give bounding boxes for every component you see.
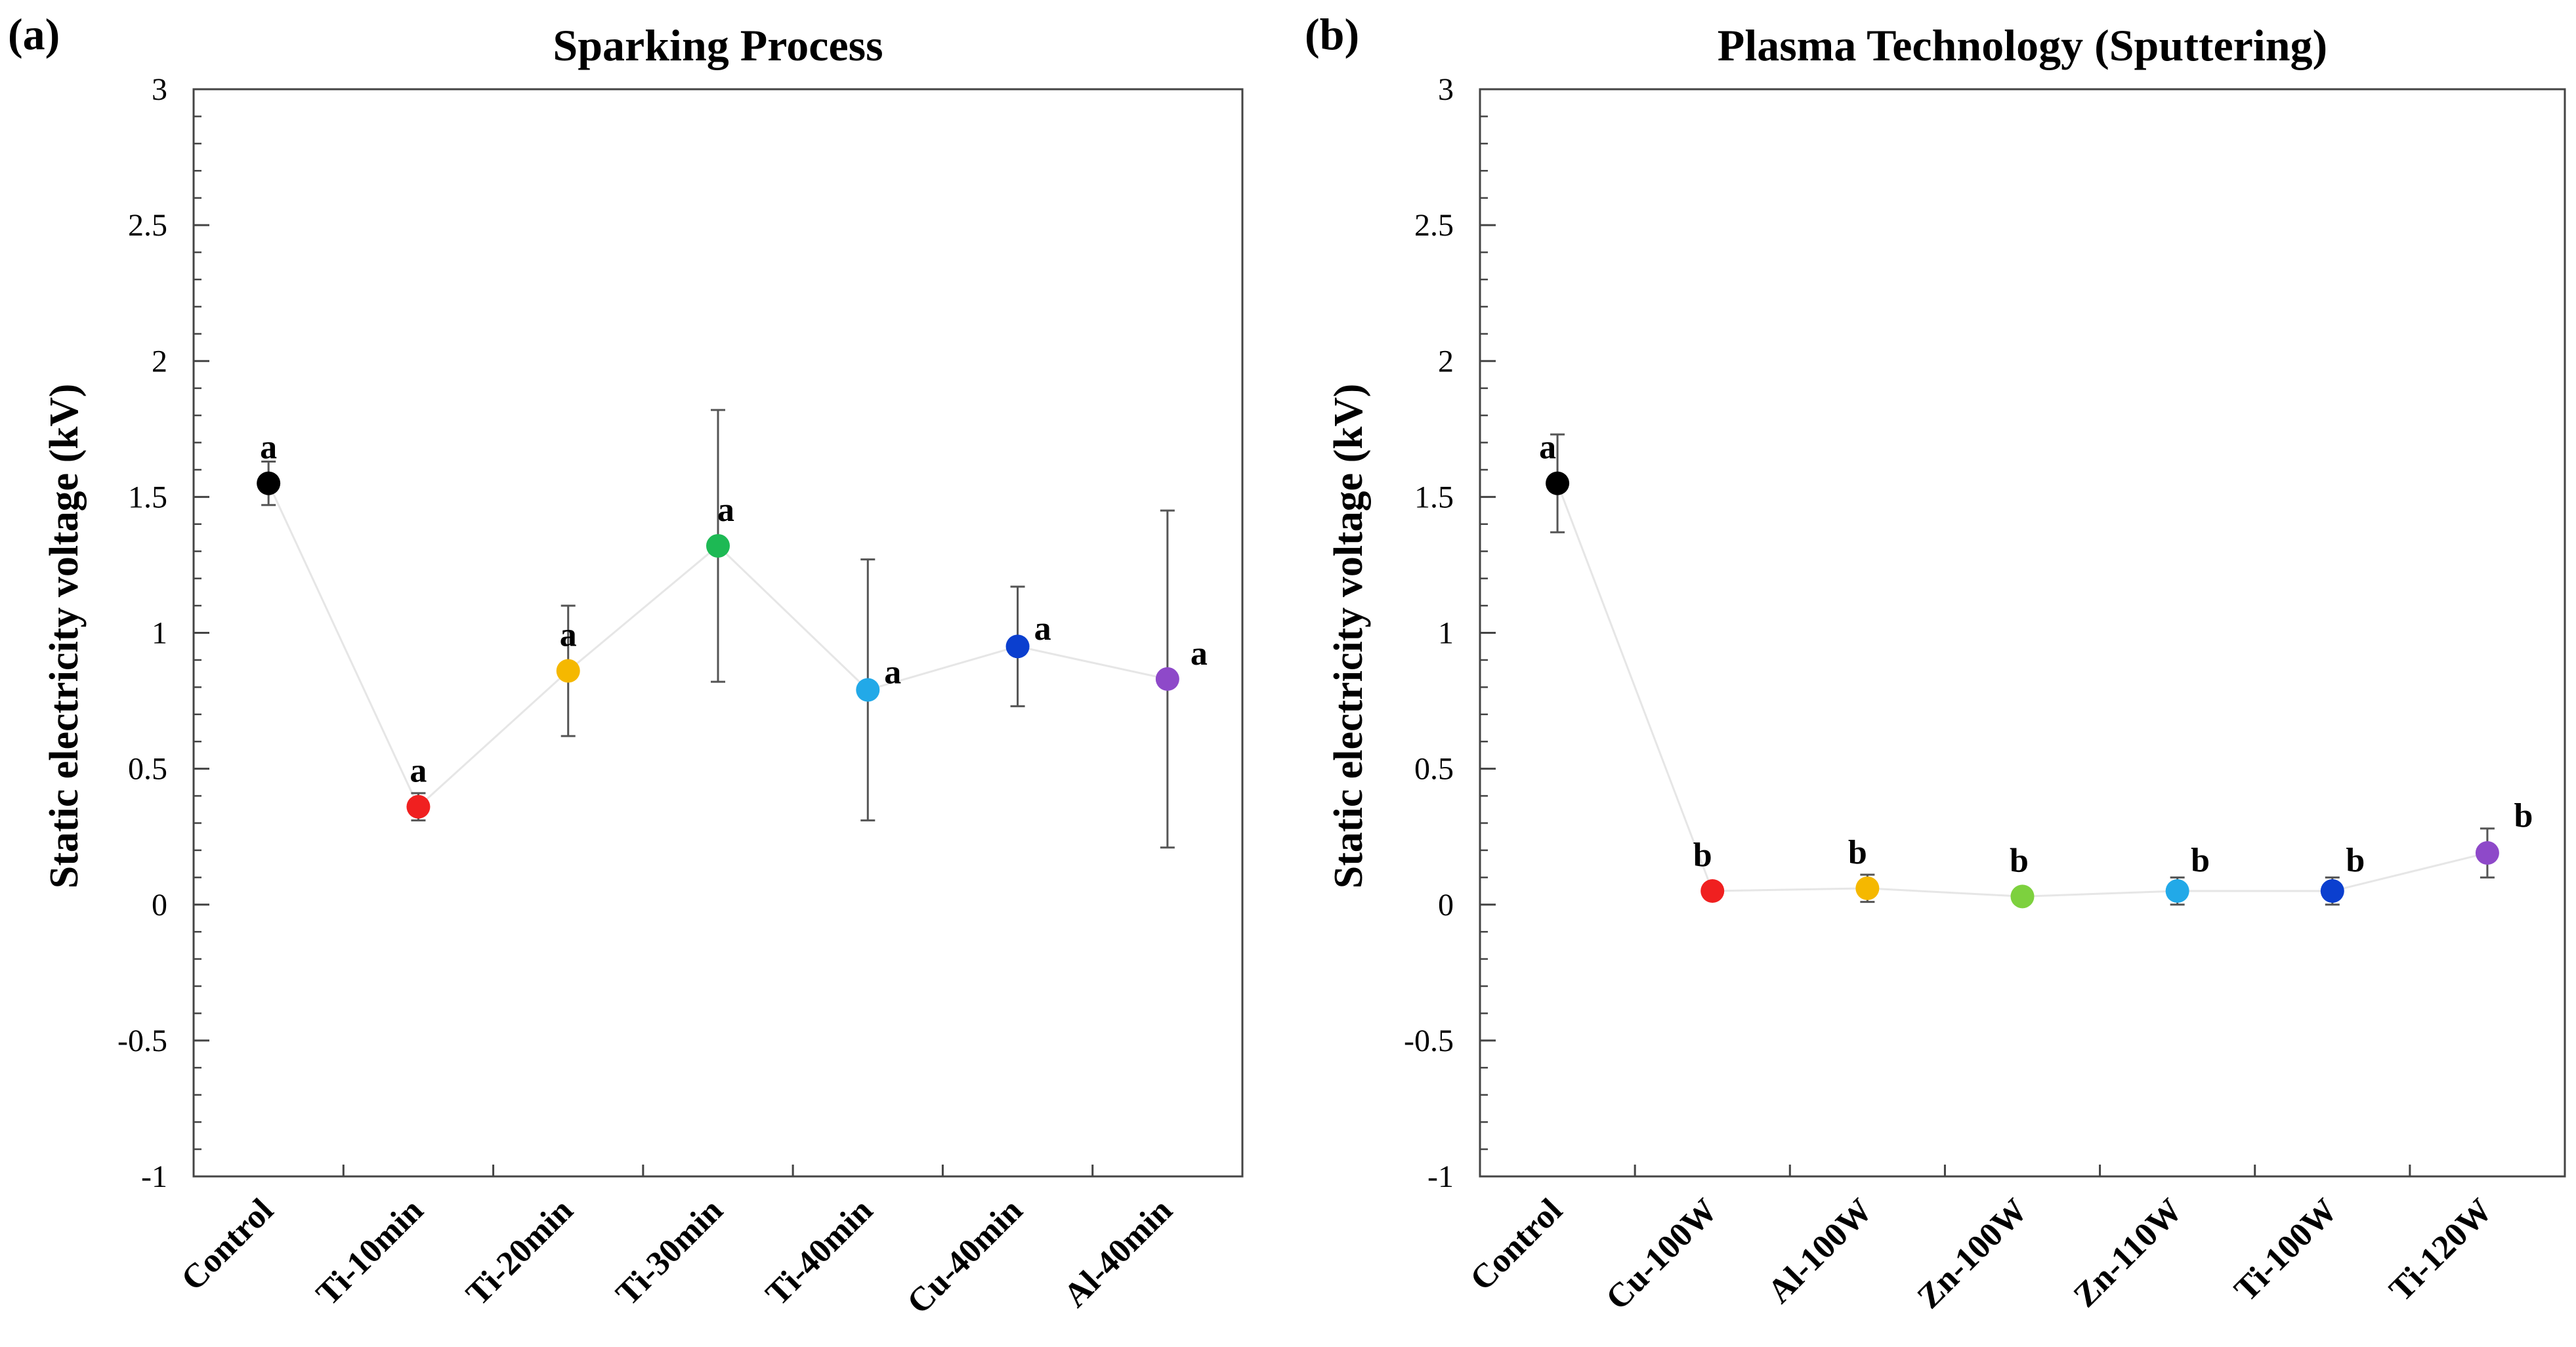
y-tick-label: 0	[1438, 888, 1454, 922]
data-point	[2475, 841, 2499, 865]
x-tick-label: Al-40min	[1057, 1192, 1179, 1314]
x-tick-label: Ti-40min	[759, 1192, 880, 1313]
significance-label: a	[1034, 610, 1051, 648]
y-tick-label: 2	[152, 344, 167, 379]
significance-label: a	[410, 753, 427, 790]
x-tick-label: Al-100W	[1761, 1192, 1880, 1310]
data-point	[1855, 876, 1880, 900]
data-point	[1700, 879, 1725, 903]
significance-label: a	[1191, 635, 1208, 673]
y-tick-label: 0.5	[1414, 752, 1454, 787]
x-tick-label: Cu-100W	[1599, 1192, 1724, 1317]
significance-label: b	[1848, 834, 1867, 871]
x-tick-label: Ti-120W	[2382, 1192, 2500, 1309]
panel-b-plasma-technology: (b) Plasma Technology (Sputtering) 3 2.5 2 1.…	[1305, 9, 2566, 1317]
y-tick-label: 2	[1438, 344, 1454, 379]
x-tick-label: Ti-10min	[309, 1192, 431, 1313]
x-tick-label: Control	[174, 1192, 280, 1298]
panel-a-sparking-process: (a) Sparking Process 3 2.5 2 1.5 1 0.5 0 -0.5 -1 St…	[8, 9, 1244, 1321]
data-point	[2320, 879, 2344, 903]
significance-label: b	[1693, 837, 1712, 874]
x-tick-label: Zn-110W	[2067, 1192, 2189, 1314]
significance-label: b	[2191, 842, 2210, 879]
data-point	[406, 795, 431, 819]
x-tick-label: Zn-100W	[1911, 1192, 2035, 1316]
data-point	[257, 471, 281, 495]
significance-label: a	[1539, 429, 1556, 466]
data-point	[1155, 667, 1179, 691]
series-connector-line	[1556, 483, 2488, 898]
significance-label: b	[2010, 842, 2029, 879]
data-point	[556, 659, 580, 683]
x-tick-label: Control	[1463, 1192, 1569, 1298]
y-tick-label: 1.5	[1414, 480, 1454, 514]
y-tick-label: 3	[1438, 72, 1454, 107]
plot-frame	[1479, 88, 2566, 1178]
y-axis-label: Static electricity voltage (kV)	[42, 384, 87, 889]
x-tick-label: Cu-40min	[900, 1192, 1030, 1321]
significance-label: a	[717, 491, 734, 529]
data-point	[706, 533, 730, 558]
y-tick-label: 3	[152, 72, 167, 107]
y-tick-label: 1	[152, 616, 167, 651]
significance-label: a	[884, 653, 901, 691]
chart-title: Plasma Technology (Sputtering)	[1718, 20, 2327, 70]
x-tick-label: Ti-100W	[2228, 1192, 2345, 1309]
x-tick-label: Ti-20min	[459, 1192, 581, 1313]
chart-title: Sparking Process	[553, 20, 883, 70]
y-tick-label: 2.5	[128, 208, 167, 243]
y-tick-label: -1	[141, 1159, 167, 1194]
y-tick-label: 2.5	[1414, 208, 1454, 243]
panel-label: (b)	[1305, 9, 1359, 59]
significance-label: b	[2514, 797, 2533, 835]
significance-label: b	[2346, 842, 2365, 879]
y-tick-label: 1.5	[128, 480, 167, 514]
data-point	[856, 678, 880, 702]
y-tick-label: 0.5	[128, 752, 167, 787]
data-point	[2010, 884, 2035, 909]
x-tick-label: Ti-30min	[609, 1192, 730, 1313]
significance-label: a	[560, 616, 577, 653]
y-tick-label: 0	[152, 888, 167, 922]
significance-label: a	[260, 429, 277, 466]
panel-label: (a)	[8, 9, 60, 59]
y-axis-label: Static electricity voltage (kV)	[1326, 384, 1371, 889]
y-tick-label: 1	[1438, 616, 1454, 651]
y-tick-label: -0.5	[1404, 1024, 1454, 1058]
data-point	[2165, 879, 2189, 903]
y-tick-label: -1	[1427, 1159, 1454, 1194]
y-tick-label: -0.5	[117, 1024, 167, 1058]
data-point	[1546, 471, 1570, 495]
data-point	[1005, 634, 1030, 659]
